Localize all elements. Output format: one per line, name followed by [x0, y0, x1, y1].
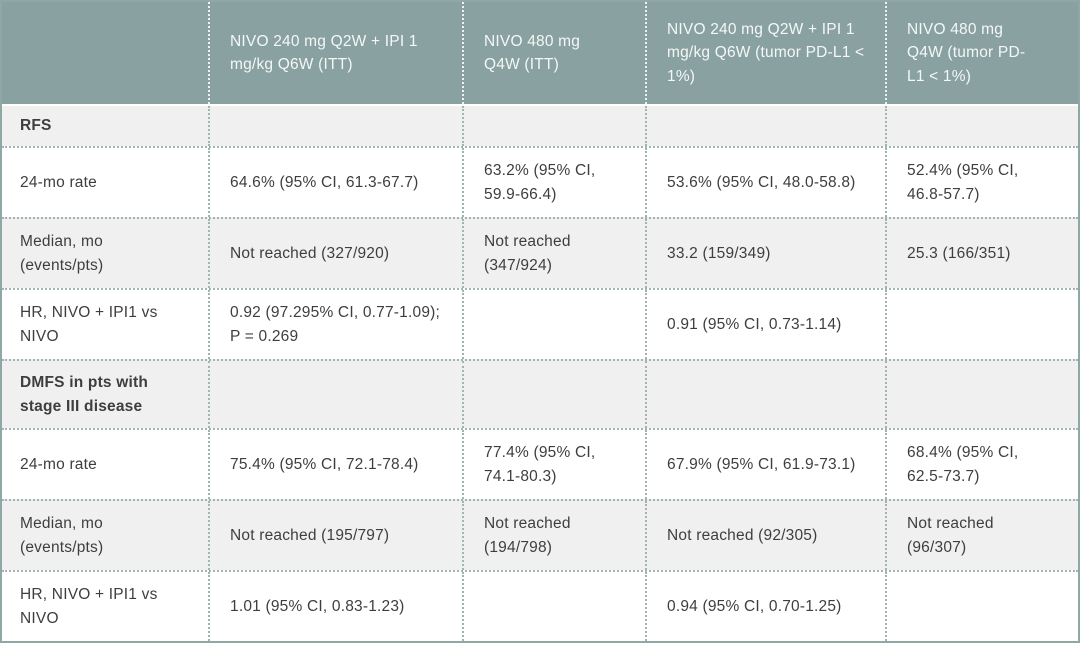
data-cell: 68.4% (95% CI, 62.5-73.7): [885, 430, 1078, 499]
data-cell: [885, 361, 1078, 428]
data-cell: Not reached (347/924): [462, 219, 645, 288]
data-cell: [208, 106, 462, 146]
data-cell: [462, 290, 645, 359]
table-header-row: NIVO 240 mg Q2W + IPI 1 mg/kg Q6W (ITT) …: [2, 2, 1078, 104]
row-rfs-hr: HR, NIVO + IPI1 vs NIVO 0.92 (97.295% CI…: [2, 288, 1078, 359]
column-header-nivo480-pdl1: NIVO 480 mg Q4W (tumor PD-L1 < 1%): [885, 2, 1078, 104]
data-cell: [208, 361, 462, 428]
row-label: 24-mo rate: [20, 455, 97, 473]
data-cell: [885, 106, 1078, 146]
data-cell: 0.92 (97.295% CI, 0.77-1.09); P = 0.269: [208, 290, 462, 359]
data-cell: 53.6% (95% CI, 48.0-58.8): [645, 148, 885, 217]
section-label: DMFS in pts with stage III disease: [20, 374, 149, 415]
section-label: RFS: [20, 117, 52, 135]
row-rfs-24mo-rate: 24-mo rate 64.6% (95% CI, 61.3-67.7) 63.…: [2, 146, 1078, 217]
row-dmfs-hr: HR, NIVO + IPI1 vs NIVO 1.01 (95% CI, 0.…: [2, 570, 1078, 641]
data-cell: 1.01 (95% CI, 0.83-1.23): [208, 572, 462, 641]
data-cell: 33.2 (159/349): [645, 219, 885, 288]
column-header-nivo480-itt: NIVO 480 mg Q4W (ITT): [462, 2, 645, 104]
data-cell: [885, 290, 1078, 359]
section-row-rfs: RFS: [2, 104, 1078, 146]
column-header-nivo-ipi-itt: NIVO 240 mg Q2W + IPI 1 mg/kg Q6W (ITT): [208, 2, 462, 104]
row-label: Median, mo (events/pts): [20, 233, 104, 274]
data-cell: Not reached (194/798): [462, 501, 645, 570]
data-cell: Not reached (92/305): [645, 501, 885, 570]
data-cell: 25.3 (166/351): [885, 219, 1078, 288]
row-label: 24-mo rate: [20, 173, 97, 191]
column-header-nivo-ipi-pdl1: NIVO 240 mg Q2W + IPI 1 mg/kg Q6W (tumor…: [645, 2, 885, 104]
data-cell: [462, 572, 645, 641]
data-cell: [645, 361, 885, 428]
data-cell: [885, 572, 1078, 641]
row-label: HR, NIVO + IPI1 vs NIVO: [20, 304, 158, 345]
data-cell: 64.6% (95% CI, 61.3-67.7): [208, 148, 462, 217]
row-rfs-median: Median, mo (events/pts) Not reached (327…: [2, 217, 1078, 288]
data-cell: 0.91 (95% CI, 0.73-1.14): [645, 290, 885, 359]
data-cell: [645, 106, 885, 146]
section-row-dmfs: DMFS in pts with stage III disease: [2, 359, 1078, 428]
data-cell: [462, 106, 645, 146]
data-cell: 77.4% (95% CI, 74.1-80.3): [462, 430, 645, 499]
row-dmfs-median: Median, mo (events/pts) Not reached (195…: [2, 499, 1078, 570]
column-header-empty: [2, 2, 208, 104]
data-cell: [462, 361, 645, 428]
data-cell: 63.2% (95% CI, 59.9-66.4): [462, 148, 645, 217]
data-cell: 0.94 (95% CI, 0.70-1.25): [645, 572, 885, 641]
data-cell: 67.9% (95% CI, 61.9-73.1): [645, 430, 885, 499]
data-cell: 52.4% (95% CI, 46.8-57.7): [885, 148, 1078, 217]
data-cell: Not reached (96/307): [885, 501, 1078, 570]
row-label: HR, NIVO + IPI1 vs NIVO: [20, 586, 158, 627]
row-dmfs-24mo-rate: 24-mo rate 75.4% (95% CI, 72.1-78.4) 77.…: [2, 428, 1078, 499]
data-cell: Not reached (327/920): [208, 219, 462, 288]
data-cell: Not reached (195/797): [208, 501, 462, 570]
row-label: Median, mo (events/pts): [20, 515, 104, 556]
data-cell: 75.4% (95% CI, 72.1-78.4): [208, 430, 462, 499]
